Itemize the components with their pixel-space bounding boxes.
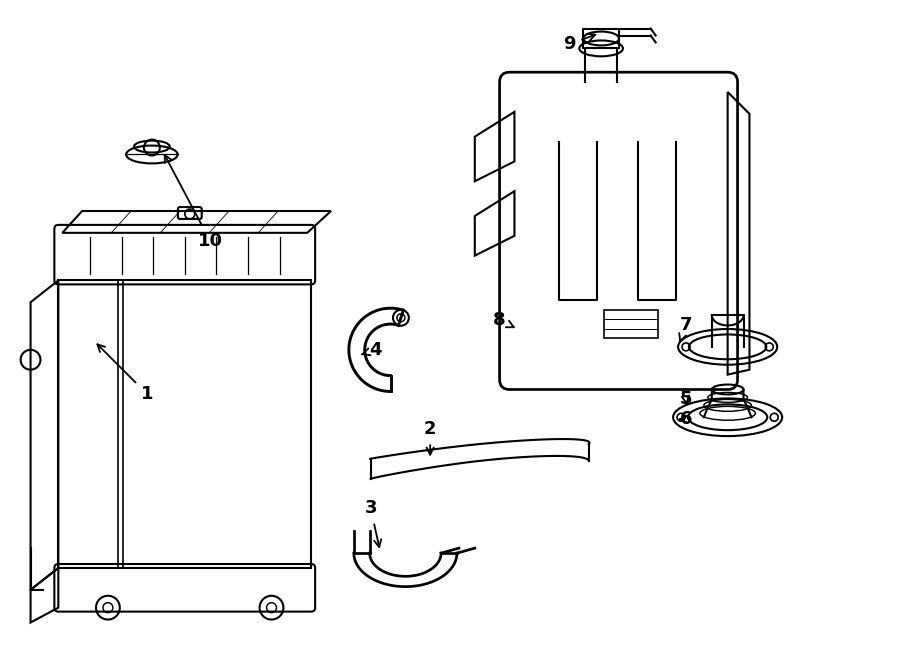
Text: 6: 6 (680, 410, 692, 428)
Text: 2: 2 (424, 420, 436, 455)
Text: 3: 3 (364, 500, 382, 547)
Text: 1: 1 (97, 344, 154, 403)
Text: 5: 5 (680, 391, 692, 408)
Text: 8: 8 (493, 311, 514, 329)
Text: 10: 10 (165, 155, 222, 250)
Text: 9: 9 (562, 34, 595, 54)
Text: 4: 4 (362, 341, 382, 359)
Text: 7: 7 (680, 316, 692, 341)
Bar (604, 310, 658, 338)
